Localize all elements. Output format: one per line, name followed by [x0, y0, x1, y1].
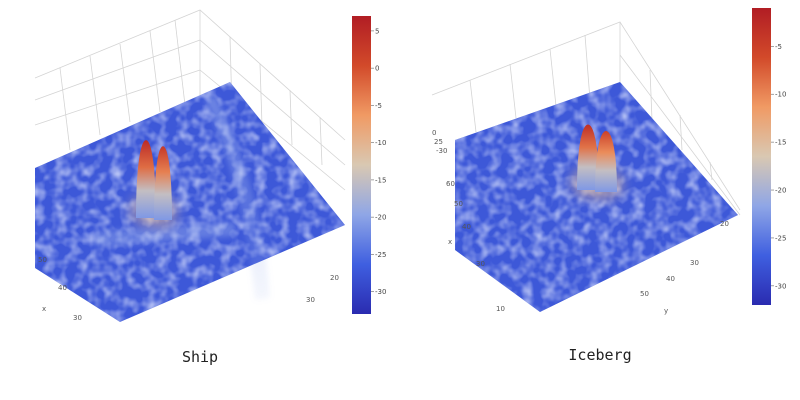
colorbar-tick-label: -20 [375, 214, 386, 222]
surface-peak [595, 131, 617, 192]
iceberg-peaks [570, 124, 624, 200]
iceberg-wireframe [431, 21, 741, 216]
iceberg-x-tick: 30 [476, 260, 485, 268]
iceberg-y-tick: 10 [496, 305, 505, 313]
surface-peak [154, 146, 172, 220]
ship-colorbar-ticks: 5 0 -5 -10 -15 -20 -25 -30 [371, 27, 386, 296]
iceberg-caption: Iceberg [568, 346, 631, 364]
ship-ridge-feature [205, 96, 270, 300]
colorbar-tick-label: -20 [775, 187, 786, 195]
colorbar-tick-label: -30 [375, 288, 386, 296]
colorbar-tick-label: -5 [375, 102, 382, 110]
iceberg-x-tick: 40 [462, 223, 471, 231]
ship-x-tick: 50 [38, 256, 47, 264]
iceberg-colorbar-ticks: -5 -10 -15 -20 -25 -30 [771, 43, 786, 290]
colorbar-tick-label: -5 [775, 43, 782, 51]
ship-wireframe [34, 9, 346, 191]
iceberg-colorbar-bar [752, 8, 771, 305]
iceberg-y-tick: 20 [720, 220, 729, 228]
ship-surface-plot: 50 40 30 x 20 30 50-5-10-15-20-25-30 Shi… [34, 9, 386, 366]
ship-y-axis: 20 30 [306, 274, 339, 304]
iceberg-y-axis-label: y [664, 307, 668, 315]
ship-y-tick: 20 [330, 274, 339, 282]
iceberg-y-tick: 30 [690, 259, 699, 267]
iceberg-y-tick: 50 [640, 290, 649, 298]
colorbar-tick-label: -10 [375, 139, 386, 147]
iceberg-x-axis-label: x [448, 238, 452, 246]
iceberg-z-axis: 0 25 -30 [432, 129, 447, 155]
ship-x-axis: 50 40 30 x [38, 256, 82, 322]
ship-x-tick: 40 [58, 284, 67, 292]
ship-peaks [130, 140, 178, 228]
iceberg-y-axis: 10 20 30 40 50 y [496, 220, 729, 315]
colorbar-tick-label: -25 [375, 251, 386, 259]
colorbar-tick-label: 5 [375, 27, 379, 35]
ship-colorbar: 5 0 -5 -10 -15 -20 -25 -30 [352, 16, 386, 314]
ship-ridge-feature-2 [95, 222, 235, 246]
surface-peak [136, 140, 156, 218]
iceberg-z-tick: 25 [434, 138, 443, 146]
iceberg-x-axis: 60 50 40 30 x [446, 180, 485, 268]
colorbar-tick-label: 0 [375, 65, 379, 73]
colorbar-tick-label: -10 [775, 91, 786, 99]
colorbar-tick-label: -25 [775, 234, 786, 242]
iceberg-y-tick: 40 [666, 275, 675, 283]
iceberg-x-tick: 60 [446, 180, 455, 188]
iceberg-colorbar: -5 -10 -15 -20 -25 -30 [752, 8, 786, 305]
ship-x-axis-label: x [42, 305, 46, 313]
iceberg-z-tick: 0 [432, 129, 436, 137]
surface-peak [577, 124, 599, 190]
ship-y-tick: 30 [306, 296, 315, 304]
colorbar-tick-label: -30 [775, 282, 786, 290]
ship-x-tick: 30 [73, 314, 82, 322]
ship-surface-texture [35, 82, 345, 322]
colorbar-tick-label: -15 [375, 176, 386, 184]
colorbar-tick-label: -15 [775, 139, 786, 147]
ship-colorbar-bar [352, 16, 371, 314]
iceberg-surface-plot: 0 25 -30 60 50 40 30 x 10 20 30 40 50 y … [431, 8, 786, 364]
ship-caption: Ship [182, 348, 218, 366]
iceberg-x-tick: 50 [454, 200, 463, 208]
iceberg-z-tick: -30 [436, 147, 447, 155]
